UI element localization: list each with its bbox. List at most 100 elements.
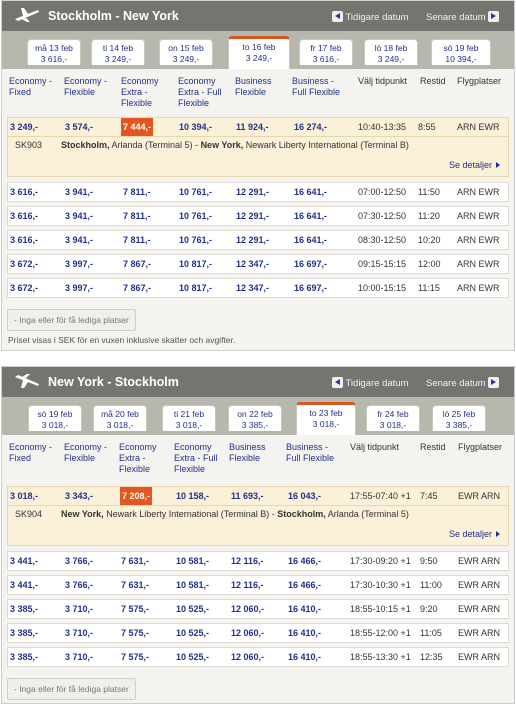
see-details-link[interactable]: Se detaljer: [449, 160, 500, 170]
fare-economy-extra-full[interactable]: 10 525,-: [176, 604, 210, 614]
fare-business-full[interactable]: 16 697,-: [294, 259, 328, 269]
fare-economy-flexible[interactable]: 3 997,-: [65, 259, 94, 269]
fare-selected[interactable]: 7 208,-: [120, 487, 152, 505]
col-business-flexible[interactable]: Business Flexible: [229, 442, 266, 463]
fare-business-full[interactable]: 16 466,-: [288, 556, 322, 566]
col-business-full-flexible[interactable]: Business - Full Flexible: [286, 442, 335, 463]
fare-economy-extra-full[interactable]: 10 817,-: [179, 259, 213, 269]
fare-business-flexible[interactable]: 12 347,-: [236, 283, 270, 293]
see-details-link[interactable]: Se detaljer: [449, 529, 500, 539]
fare-economy-fixed[interactable]: 3 385,-: [10, 604, 39, 614]
col-economy-fixed[interactable]: Economy - Fixed: [9, 76, 53, 97]
fare-economy-fixed[interactable]: 3 616,-: [10, 211, 39, 221]
fare-economy-extra-flexible[interactable]: 7 575,-: [121, 652, 150, 662]
date-tab[interactable]: fr 24 feb 3 018,-: [366, 405, 420, 431]
fare-economy-extra-flexible[interactable]: 7 811,-: [123, 235, 151, 245]
flight-row[interactable]: 3 672,- 3 997,- 7 867,- 10 817,- 12 347,…: [7, 254, 509, 274]
fare-economy-extra-flexible[interactable]: 7 631,-: [121, 580, 150, 590]
col-economy-extra-full-flexible[interactable]: Economy Extra - Full Flexible: [178, 76, 222, 108]
fare-economy-extra-flexible[interactable]: 7 575,-: [121, 628, 150, 638]
col-economy-flexible[interactable]: Economy - Flexible: [64, 442, 108, 463]
fare-economy-flexible[interactable]: 3 941,-: [65, 235, 94, 245]
fare-economy-extra-full[interactable]: 10 817,-: [179, 283, 213, 293]
fare-economy-flexible[interactable]: 3 766,-: [65, 580, 94, 590]
earlier-dates-button[interactable]: Tidigare datum: [332, 11, 408, 23]
date-tab[interactable]: lö 25 feb 3 385,-: [432, 405, 486, 431]
fare-business-full[interactable]: 16 697,-: [294, 283, 328, 293]
fare-economy-extra-full[interactable]: 10 158,-: [176, 491, 210, 501]
date-tab[interactable]: on 15 feb 3 249,-: [159, 39, 213, 65]
flight-row[interactable]: 3 385,- 3 710,- 7 575,- 10 525,- 12 060,…: [7, 599, 509, 619]
fare-business-flexible[interactable]: 12 116,-: [231, 580, 264, 590]
fare-business-flexible[interactable]: 12 060,-: [231, 628, 265, 638]
date-tab[interactable]: sö 19 feb 10 394,-: [431, 39, 491, 65]
flight-row[interactable]: 3 672,- 3 997,- 7 867,- 10 817,- 12 347,…: [7, 278, 509, 298]
flight-row[interactable]: 3 385,- 3 710,- 7 575,- 10 525,- 12 060,…: [7, 623, 509, 643]
fare-business-flexible[interactable]: 12 291,-: [236, 187, 270, 197]
fare-economy-extra-flexible[interactable]: 7 867,-: [123, 283, 152, 293]
col-economy-extra-flexible[interactable]: Economy Extra - Flexible: [119, 442, 157, 474]
fare-business-flexible[interactable]: 12 116,-: [231, 556, 264, 566]
fare-business-flexible[interactable]: 12 291,-: [236, 211, 270, 221]
fare-business-full[interactable]: 16 410,-: [288, 604, 322, 614]
fare-business-flexible[interactable]: 11 924,-: [236, 122, 269, 132]
fare-economy-flexible[interactable]: 3 710,-: [65, 628, 94, 638]
fare-economy-extra-flexible[interactable]: 7 811,-: [123, 211, 151, 221]
date-tab[interactable]: må 20 feb 3 018,-: [93, 405, 147, 431]
fare-economy-flexible[interactable]: 3 941,-: [65, 187, 94, 197]
fare-business-flexible[interactable]: 12 060,-: [231, 604, 265, 614]
fare-economy-flexible[interactable]: 3 766,-: [65, 556, 94, 566]
fare-business-flexible[interactable]: 12 060,-: [231, 652, 265, 662]
earlier-dates-button[interactable]: Tidigare datum: [332, 377, 408, 389]
fare-economy-fixed[interactable]: 3 249,-: [10, 122, 39, 132]
fare-economy-fixed[interactable]: 3 616,-: [10, 187, 39, 197]
date-tab[interactable]: sö 19 feb 3 018,-: [28, 405, 82, 431]
fare-business-full[interactable]: 16 410,-: [288, 628, 322, 638]
fare-economy-fixed[interactable]: 3 441,-: [10, 580, 39, 590]
fare-economy-flexible[interactable]: 3 941,-: [65, 211, 94, 221]
fare-economy-extra-full[interactable]: 10 761,-: [179, 235, 213, 245]
fare-economy-extra-flexible[interactable]: 7 867,-: [123, 259, 152, 269]
flight-row[interactable]: 3 441,- 3 766,- 7 631,- 10 581,- 12 116,…: [7, 551, 509, 571]
fare-business-full[interactable]: 16 641,-: [294, 235, 328, 245]
date-tab[interactable]: må 13 feb 3 616,-: [27, 39, 81, 65]
date-tab[interactable]: on 22 feb 3 385,-: [228, 405, 282, 431]
fare-economy-extra-full[interactable]: 10 525,-: [176, 628, 210, 638]
later-dates-button[interactable]: Senare datum: [426, 11, 500, 23]
date-tab-selected[interactable]: to 23 feb 3 018,-: [296, 402, 356, 435]
flight-row[interactable]: 3 385,- 3 710,- 7 575,- 10 525,- 12 060,…: [7, 647, 509, 667]
fare-economy-fixed[interactable]: 3 616,-: [10, 235, 39, 245]
fare-business-full[interactable]: 16 410,-: [288, 652, 322, 662]
col-business-flexible[interactable]: Business Flexible: [235, 76, 272, 97]
fare-economy-extra-full[interactable]: 10 581,-: [176, 556, 210, 566]
fare-economy-extra-full[interactable]: 10 761,-: [179, 211, 213, 221]
flight-row[interactable]: 3 616,- 3 941,- 7 811,- 10 761,- 12 291,…: [7, 206, 509, 226]
fare-economy-flexible[interactable]: 3 710,-: [65, 652, 94, 662]
col-economy-extra-flexible[interactable]: Economy Extra - Flexible: [121, 76, 159, 108]
fare-economy-fixed[interactable]: 3 441,-: [10, 556, 39, 566]
fare-business-full[interactable]: 16 274,-: [294, 122, 328, 132]
later-dates-button[interactable]: Senare datum: [426, 377, 500, 389]
fare-selected[interactable]: 7 444,-: [121, 118, 153, 136]
fare-economy-extra-flexible[interactable]: 7 811,-: [123, 187, 151, 197]
date-tab[interactable]: ti 14 feb 3 249,-: [91, 39, 145, 65]
flight-row[interactable]: 3 616,- 3 941,- 7 811,- 10 761,- 12 291,…: [7, 230, 509, 250]
fare-economy-extra-full[interactable]: 10 761,-: [179, 187, 213, 197]
flight-row[interactable]: 3 441,- 3 766,- 7 631,- 10 581,- 12 116,…: [7, 575, 509, 595]
fare-economy-extra-full[interactable]: 10 525,-: [176, 652, 210, 662]
date-tab[interactable]: lö 18 feb 3 249,-: [364, 39, 418, 65]
fare-business-full[interactable]: 16 466,-: [288, 580, 322, 590]
fare-business-flexible[interactable]: 12 291,-: [236, 235, 270, 245]
date-tab-selected[interactable]: to 16 feb 3 249,-: [228, 36, 290, 69]
fare-economy-flexible[interactable]: 3 343,-: [65, 491, 94, 501]
fare-economy-fixed[interactable]: 3 672,-: [10, 283, 39, 293]
fare-economy-extra-full[interactable]: 10 581,-: [176, 580, 210, 590]
fare-business-full[interactable]: 16 043,-: [288, 491, 322, 501]
date-tab[interactable]: ti 21 feb 3 018,-: [162, 405, 216, 431]
col-economy-extra-full-flexible[interactable]: Economy Extra - Full Flexible: [174, 442, 218, 474]
fare-economy-flexible[interactable]: 3 574,-: [65, 122, 94, 132]
fare-economy-flexible[interactable]: 3 710,-: [65, 604, 94, 614]
fare-economy-fixed[interactable]: 3 385,-: [10, 628, 39, 638]
fare-economy-extra-full[interactable]: 10 394,-: [179, 122, 213, 132]
fare-business-full[interactable]: 16 641,-: [294, 211, 328, 221]
